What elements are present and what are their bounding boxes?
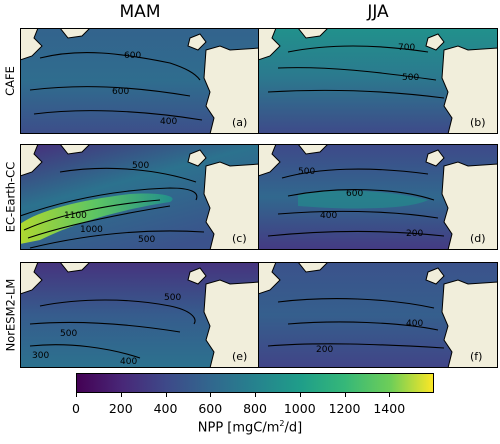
map-panel-b: 700 500 (b) xyxy=(258,28,498,134)
contour-label-e-2: 300 xyxy=(32,351,49,361)
contour-label-d-0: 500 xyxy=(298,167,315,177)
row-label-ecearth: EC-Earth-CC xyxy=(0,144,20,250)
contour-label-c-0: 500 xyxy=(132,161,149,171)
colorbar-tick-mark xyxy=(344,393,346,397)
panel-tag-d: (d) xyxy=(470,232,486,245)
map-panel-d: 500 600 400 200 (d) xyxy=(258,144,498,250)
panel-tag-f: (f) xyxy=(470,350,482,363)
panel-tag-c: (c) xyxy=(232,232,247,245)
colorbar-tick-mark xyxy=(76,393,77,397)
contour-label-e-0: 500 xyxy=(60,329,77,339)
contour-label-f-0: 400 xyxy=(406,319,423,329)
colorbar-tick-label: 800 xyxy=(243,401,267,416)
map-panel-f: 400 200 (f) xyxy=(258,262,498,368)
contour-label-e-3: 400 xyxy=(120,357,137,367)
colorbar-label-prefix: NPP [mgC/m xyxy=(197,420,280,436)
row-label-noresm-text: NorESM2-LM xyxy=(3,278,17,352)
colorbar-tick-label: 600 xyxy=(198,401,223,416)
contour-label-a-0: 600 xyxy=(124,51,141,61)
contour-label-a-1: 600 xyxy=(112,87,129,97)
column-title-jja: JJA xyxy=(367,2,389,22)
contour-label-d-3: 200 xyxy=(406,229,423,239)
row-label-ecearth-text: EC-Earth-CC xyxy=(3,161,17,233)
colorbar-tick-label: 1400 xyxy=(373,401,406,416)
row-label-cafe: CAFE xyxy=(0,28,20,134)
colorbar-label-suffix: /d] xyxy=(284,420,303,436)
row-label-cafe-text: CAFE xyxy=(3,66,17,96)
contour-label-d-1: 600 xyxy=(346,189,363,199)
colorbar-tick-label: 0 xyxy=(72,401,80,416)
colorbar-tick-mark xyxy=(120,393,122,397)
contour-label-d-2: 400 xyxy=(320,211,337,221)
contour-label-c-3: 500 xyxy=(138,235,155,245)
colorbar-tick-mark xyxy=(165,393,167,397)
panel-tag-e: (e) xyxy=(232,350,247,363)
contour-label-b-1: 500 xyxy=(402,73,419,83)
contour-label-c-2: 1000 xyxy=(80,225,103,235)
colorbar-label: NPP [mgC/m2/d] xyxy=(0,419,500,435)
panel-tag-b: (b) xyxy=(470,116,486,129)
colorbar-tick-label: 400 xyxy=(153,401,178,416)
colorbar-tick-label: 1000 xyxy=(283,401,316,416)
colorbar xyxy=(76,373,434,393)
row-label-noresm: NorESM2-LM xyxy=(0,262,20,368)
map-panel-e: 500 500 300 400 (e) xyxy=(20,262,260,368)
contour-label-b-0: 700 xyxy=(398,43,415,53)
contour-label-c-1: 1100 xyxy=(64,211,87,221)
map-panel-c: 500 1100 1000 500 (c) xyxy=(20,144,260,250)
colorbar-tick-label: 200 xyxy=(108,401,133,416)
contour-label-f-1: 200 xyxy=(316,345,333,355)
colorbar-tick-label: 1200 xyxy=(328,401,361,416)
map-panel-a: 600 600 400 (a) xyxy=(20,28,260,134)
colorbar-label-sup: 2 xyxy=(279,419,285,428)
colorbar-tick-mark xyxy=(255,393,256,397)
column-title-mam: MAM xyxy=(119,2,161,22)
colorbar-tick-mark xyxy=(299,393,301,397)
contour-label-e-1: 500 xyxy=(164,293,181,303)
colorbar-tick-mark xyxy=(210,393,212,397)
panel-tag-a: (a) xyxy=(232,116,247,129)
contour-label-a-2: 400 xyxy=(160,117,177,127)
colorbar-tick-mark xyxy=(389,393,391,397)
